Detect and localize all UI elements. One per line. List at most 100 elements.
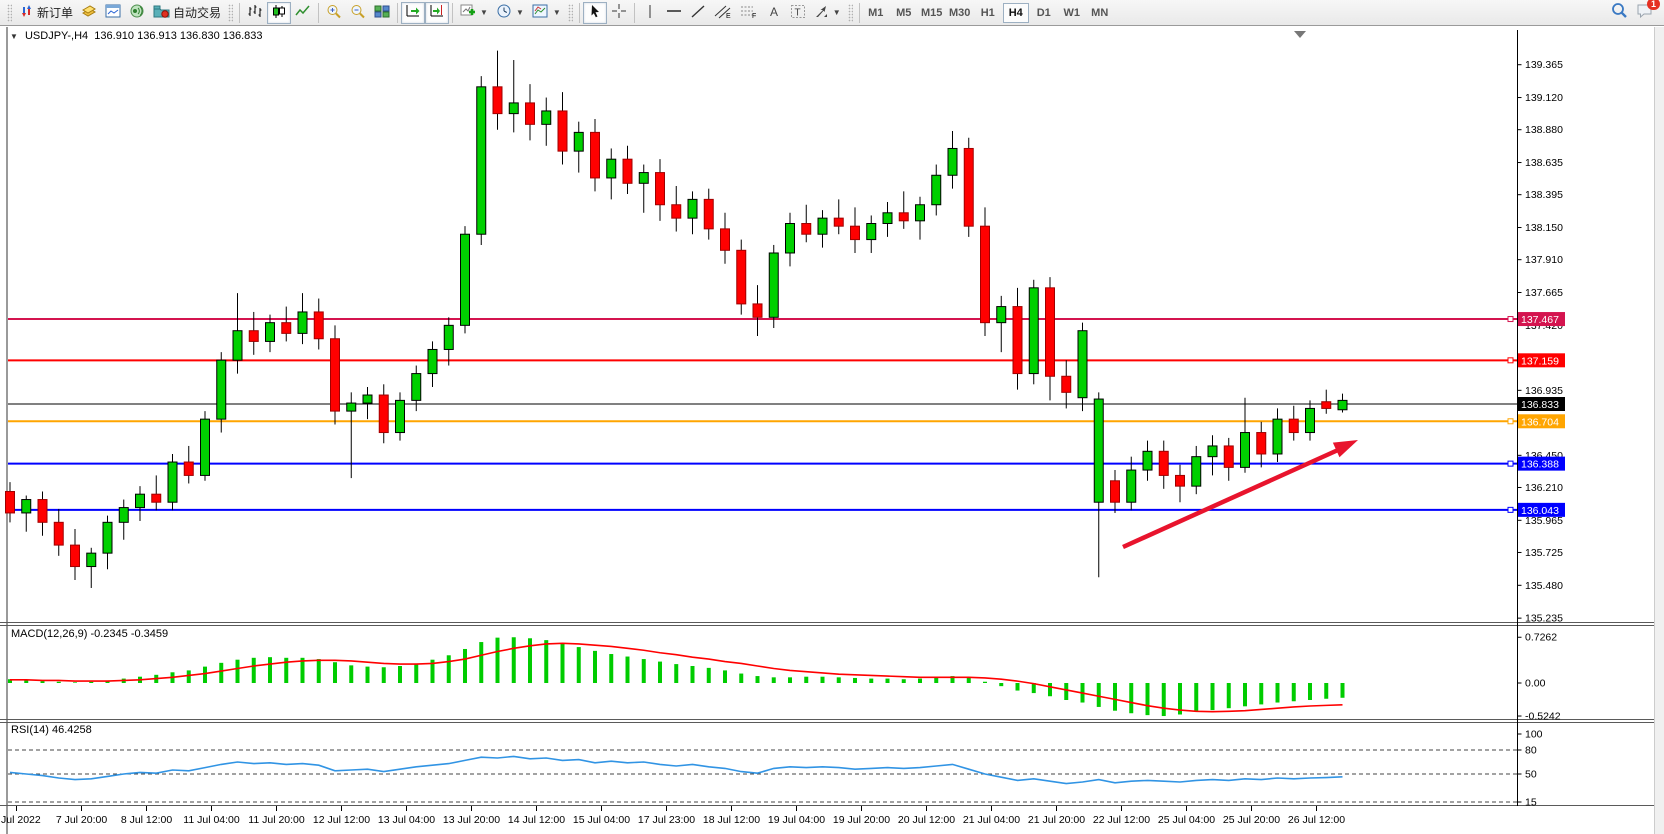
- arrows-caret-icon: ▼: [832, 8, 841, 17]
- text-label-icon: T: [790, 4, 806, 22]
- zoom-in-icon: [326, 4, 342, 22]
- time-axis-label: 12 Jul 12:00: [313, 814, 370, 826]
- timeframe-button-MN[interactable]: MN: [1087, 3, 1113, 23]
- time-axis-label: 11 Jul 04:00: [183, 814, 240, 826]
- timeframe-button-W1[interactable]: W1: [1059, 3, 1085, 23]
- price-tick-label: 135.480: [1525, 580, 1563, 592]
- new-order-button[interactable]: 新订单: [15, 2, 77, 24]
- crosshair-icon: [611, 3, 627, 22]
- zoom-in-button[interactable]: [322, 2, 346, 24]
- new-order-icon: [19, 4, 34, 21]
- time-axis-label: 7 Jul 20:00: [56, 814, 108, 826]
- macd-label: MACD(12,26,9) -0.2345 -0.3459: [11, 628, 169, 640]
- rsi-axis-label: 100: [1525, 729, 1543, 741]
- line-chart-button[interactable]: [291, 2, 315, 24]
- sonar-icon: [129, 4, 145, 22]
- tile-windows-icon: [374, 4, 390, 22]
- template-icon: [532, 4, 549, 22]
- price-tag-136.833: [1518, 397, 1565, 411]
- rsi-axis-label: 80: [1525, 745, 1537, 757]
- sticky-notes-icon: [81, 4, 97, 22]
- timeframe-button-H1[interactable]: H1: [975, 3, 1001, 23]
- chart-window: ▼ USDJPY-,H4 136.910 136.913 136.830 136…: [0, 27, 1664, 834]
- rsi-line: [9, 755, 1343, 785]
- timeframe-button-M1[interactable]: M1: [863, 3, 889, 23]
- timeframe-button-D1[interactable]: D1: [1031, 3, 1057, 23]
- channel-tool-button[interactable]: E: [710, 2, 736, 24]
- timeframe-button-M5[interactable]: M5: [891, 3, 917, 23]
- price-tag-136.388: [1518, 456, 1565, 471]
- toolbar: 新订单 自动交易: [0, 0, 1664, 26]
- trend-arrow[interactable]: [1122, 447, 1339, 550]
- fibonacci-tool-button[interactable]: F: [736, 2, 762, 24]
- search-icon[interactable]: [1611, 2, 1628, 24]
- rsi-axis-label: 15: [1525, 797, 1537, 809]
- price-tag-value: 136.388: [1521, 459, 1559, 471]
- time-axis-label: 8 Jul 12:00: [121, 814, 173, 826]
- price-tag-136.043: [1518, 502, 1565, 517]
- price-tag-value: 136.043: [1521, 505, 1559, 517]
- vertical-line-tool-button[interactable]: [638, 2, 662, 24]
- time-axis-label: 17 Jul 23:00: [638, 814, 695, 826]
- auto-scroll-button[interactable]: [401, 1, 426, 24]
- time-axis-label: 22 Jul 12:00: [1093, 814, 1150, 826]
- cursor-tool-button[interactable]: [582, 1, 607, 24]
- text-label-tool-button[interactable]: T: [786, 2, 810, 24]
- price-tag-137.159: [1518, 353, 1565, 368]
- time-axis-label: 21 Jul 20:00: [1028, 814, 1085, 826]
- bar-chart-button[interactable]: [243, 2, 267, 24]
- price-tick-label: 138.150: [1525, 222, 1563, 234]
- text-tool-button[interactable]: A: [762, 2, 786, 24]
- chat-icon[interactable]: 1: [1636, 0, 1660, 24]
- period-button[interactable]: ▼: [492, 2, 528, 24]
- price-tag-value: 136.833: [1521, 399, 1559, 411]
- sonar-button[interactable]: [125, 2, 149, 24]
- price-tick-label: 138.880: [1525, 124, 1563, 136]
- time-axis-label: 18 Jul 12:00: [703, 814, 760, 826]
- time-axis-label: 25 Jul 20:00: [1223, 814, 1280, 826]
- template-button[interactable]: ▼: [528, 2, 565, 24]
- svg-text:A: A: [770, 5, 778, 19]
- timeframe-button-M30[interactable]: M30: [947, 3, 973, 23]
- price-tag-value: 137.467: [1521, 314, 1559, 326]
- macd-signal-line: [10, 642, 1343, 713]
- macd-axis-label: 0.00: [1525, 678, 1546, 690]
- zoom-out-button[interactable]: [346, 2, 370, 24]
- sticky-notes-button[interactable]: [77, 2, 101, 24]
- crosshair-tool-button[interactable]: [607, 2, 631, 24]
- price-tick-label: 136.935: [1525, 385, 1563, 397]
- rsi-axis-label: 50: [1525, 769, 1537, 781]
- trendline-tool-button[interactable]: [686, 2, 710, 24]
- chart-window-icon: [105, 4, 121, 22]
- chart-shift-marker-icon[interactable]: [1294, 31, 1306, 38]
- price-tick-label: 138.635: [1525, 157, 1563, 169]
- new-chart-caret-icon: ▼: [480, 8, 488, 17]
- period-caret-icon: ▼: [515, 8, 524, 17]
- arrows-tool-icon: [814, 4, 829, 22]
- chart-shift-button[interactable]: [425, 1, 450, 24]
- time-axis-label: 14 Jul 12:00: [508, 814, 565, 826]
- hline-icon: [666, 4, 682, 22]
- time-axis-label: 13 Jul 04:00: [378, 814, 435, 826]
- time-axis-label: 26 Jul 12:00: [1288, 814, 1345, 826]
- time-axis-label: 15 Jul 04:00: [573, 814, 630, 826]
- price-tick-label: 135.725: [1525, 547, 1563, 559]
- new-chart-button[interactable]: ▼: [456, 2, 492, 24]
- time-axis-label: 20 Jul 12:00: [898, 814, 955, 826]
- text-icon: A: [767, 4, 781, 22]
- chart-ohlc-values: 136.910 136.913 136.830 136.833: [94, 30, 263, 42]
- candlestick-chart-button[interactable]: [267, 1, 292, 24]
- chart-window-button[interactable]: [101, 2, 125, 24]
- chart-dropdown-icon[interactable]: ▼: [10, 32, 18, 41]
- timeframe-button-H4[interactable]: H4: [1002, 2, 1029, 23]
- horizontal-line-tool-button[interactable]: [662, 2, 686, 24]
- timeframe-button-M15[interactable]: M15: [919, 3, 945, 23]
- tile-windows-button[interactable]: [370, 2, 394, 24]
- time-axis-label: 19 Jul 04:00: [768, 814, 825, 826]
- auto-trading-button[interactable]: 自动交易: [149, 2, 225, 24]
- price-tag-value: 136.704: [1521, 416, 1559, 428]
- chart-canvas[interactable]: 139.365 139.120 138.880 138.635 138.395 138.1…: [0, 27, 1664, 834]
- arrows-tool-button[interactable]: ▼: [810, 2, 845, 24]
- price-tick-label: 137.665: [1525, 287, 1563, 299]
- price-tick-label: 139.365: [1525, 59, 1563, 71]
